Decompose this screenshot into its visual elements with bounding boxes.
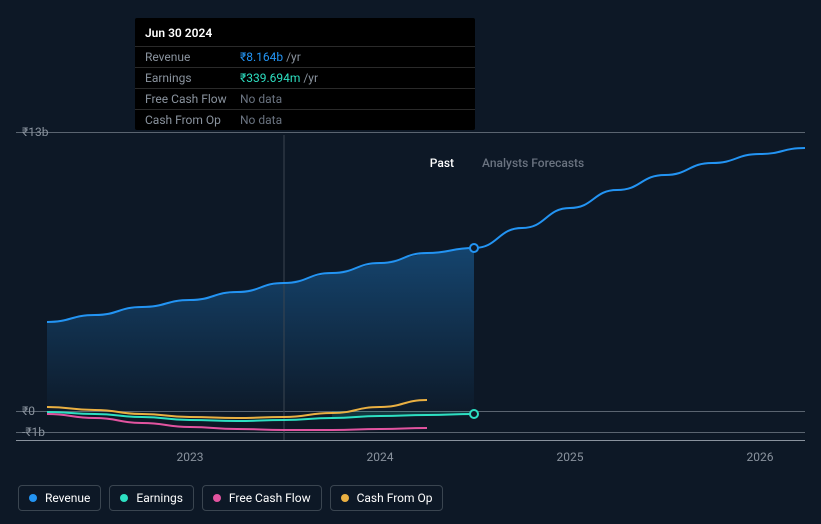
legend-label: Earnings — [136, 491, 183, 505]
x-axis-label: 2023 — [177, 450, 204, 464]
tooltip-metric-label: Revenue — [145, 50, 240, 64]
legend-item-cfo[interactable]: Cash From Op — [330, 485, 444, 511]
tooltip-row: Cash From OpNo data — [135, 109, 475, 130]
tooltip-row: Revenue₹8.164b/yr — [135, 46, 475, 67]
tooltip-row: Earnings₹339.694m/yr — [135, 67, 475, 88]
tooltip-metric-value: ₹339.694m — [240, 71, 300, 85]
revenue-current-marker — [469, 243, 479, 253]
legend-label: Free Cash Flow — [229, 491, 311, 505]
legend-item-earnings[interactable]: Earnings — [109, 485, 194, 511]
tooltip-suffix: /yr — [286, 50, 301, 64]
hover-tooltip: Jun 30 2024 Revenue₹8.164b/yrEarnings₹33… — [135, 18, 475, 130]
x-axis-label: 2025 — [557, 450, 584, 464]
earnings-current-marker — [469, 409, 479, 419]
x-axis-label: 2026 — [747, 450, 774, 464]
tooltip-metric-label: Earnings — [145, 71, 240, 85]
x-axis-baseline — [16, 440, 805, 441]
legend-label: Cash From Op — [357, 491, 433, 505]
legend-dot-icon — [213, 494, 221, 502]
tooltip-row: Free Cash FlowNo data — [135, 88, 475, 109]
legend-dot-icon — [29, 494, 37, 502]
tooltip-nodata: No data — [240, 113, 282, 127]
legend-dot-icon — [341, 494, 349, 502]
tooltip-metric-label: Cash From Op — [145, 113, 240, 127]
legend-dot-icon — [120, 494, 128, 502]
legend-label: Revenue — [45, 491, 90, 505]
chart-legend: Revenue Earnings Free Cash Flow Cash From O… — [18, 485, 443, 511]
tooltip-metric-value: ₹8.164b — [240, 50, 283, 64]
tooltip-suffix: /yr — [303, 71, 318, 85]
financial-chart: Jun 30 2024 Revenue₹8.164b/yrEarnings₹33… — [0, 0, 821, 524]
tooltip-date: Jun 30 2024 — [135, 24, 475, 46]
tooltip-metric-label: Free Cash Flow — [145, 92, 240, 106]
x-axis-label: 2024 — [367, 450, 394, 464]
legend-item-fcf[interactable]: Free Cash Flow — [202, 485, 322, 511]
revenue-area-fill — [47, 248, 474, 411]
legend-item-revenue[interactable]: Revenue — [18, 485, 101, 511]
tooltip-nodata: No data — [240, 92, 282, 106]
